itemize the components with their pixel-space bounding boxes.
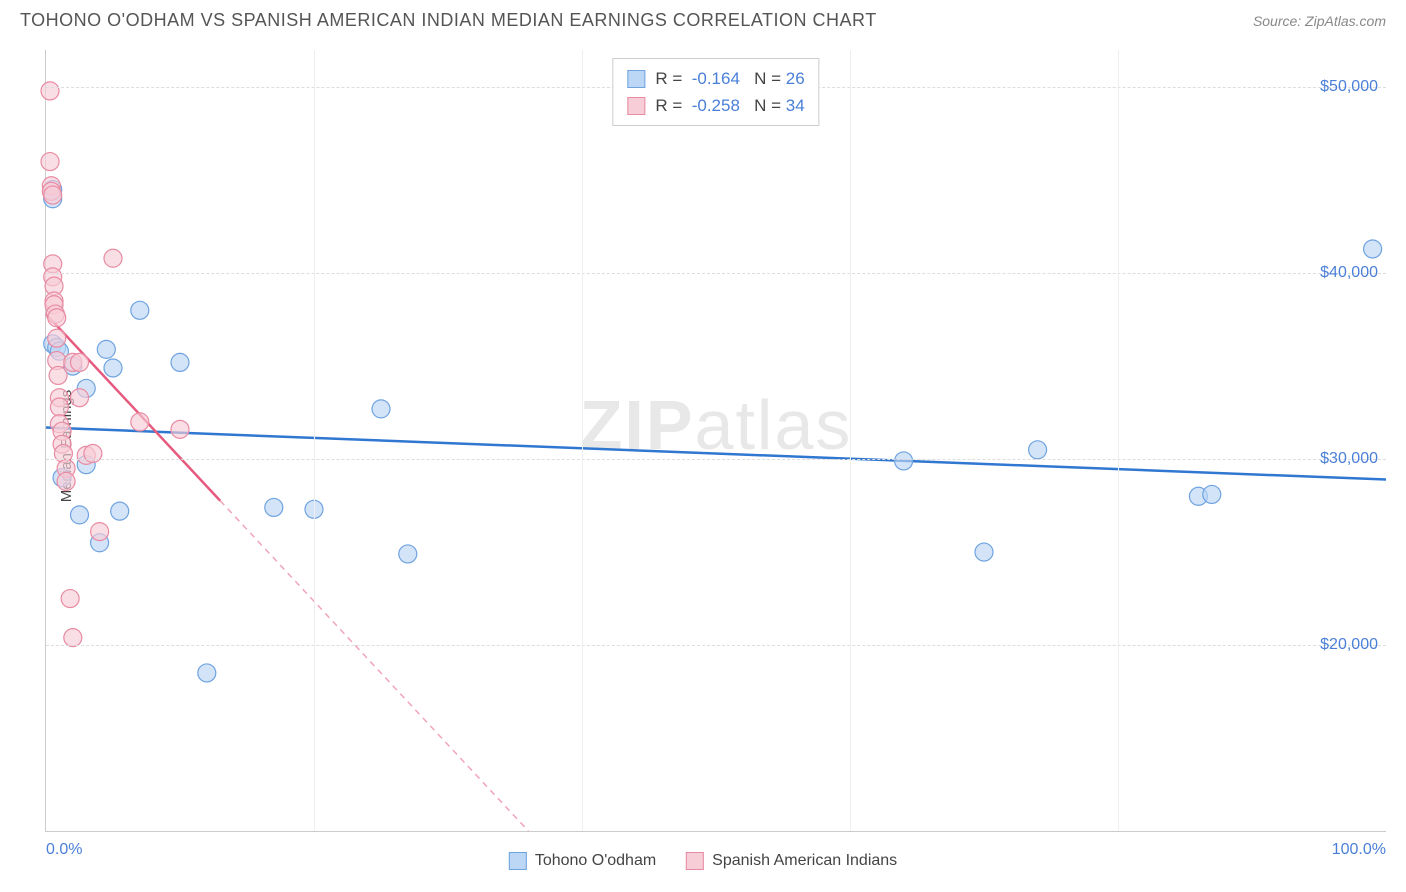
legend-swatch-tohono xyxy=(509,852,527,870)
gridline-v xyxy=(850,50,851,831)
legend-item-tohono: Tohono O'odham xyxy=(509,852,656,870)
data-point-spanish xyxy=(48,329,66,347)
scatter-chart: ZIPatlas R = -0.164 N = 26 R = -0.258 N … xyxy=(45,50,1386,832)
stats-row-tohono: R = -0.164 N = 26 xyxy=(627,65,804,92)
xtick-label: 0.0% xyxy=(46,841,82,859)
plot-svg xyxy=(46,50,1386,831)
data-point-tohono xyxy=(104,359,122,377)
data-point-tohono xyxy=(111,502,129,520)
xtick-label: 100.0% xyxy=(1332,841,1386,859)
stats-row-spanish: R = -0.258 N = 34 xyxy=(627,92,804,119)
data-point-spanish xyxy=(49,366,67,384)
swatch-spanish xyxy=(627,97,645,115)
gridline-v xyxy=(582,50,583,831)
data-point-tohono xyxy=(399,545,417,563)
data-point-spanish xyxy=(104,249,122,267)
legend-swatch-spanish xyxy=(686,852,704,870)
ytick-label: $50,000 xyxy=(1320,78,1378,96)
data-point-tohono xyxy=(372,400,390,418)
legend-label-tohono: Tohono O'odham xyxy=(535,852,656,870)
data-point-tohono xyxy=(198,664,216,682)
trend-line-tohono xyxy=(46,427,1386,479)
data-point-tohono xyxy=(71,506,89,524)
ytick-label: $30,000 xyxy=(1320,450,1378,468)
data-point-spanish xyxy=(71,389,89,407)
data-point-spanish xyxy=(171,420,189,438)
legend-item-spanish: Spanish American Indians xyxy=(686,852,897,870)
source-label: Source: ZipAtlas.com xyxy=(1253,13,1386,29)
data-point-tohono xyxy=(975,543,993,561)
gridline-v xyxy=(1118,50,1119,831)
gridline-h xyxy=(46,459,1386,460)
data-point-spanish xyxy=(41,82,59,100)
ytick-label: $20,000 xyxy=(1320,636,1378,654)
bottom-legend: Tohono O'odham Spanish American Indians xyxy=(509,852,897,870)
data-point-spanish xyxy=(91,523,109,541)
data-point-spanish xyxy=(41,153,59,171)
swatch-tohono xyxy=(627,70,645,88)
data-point-tohono xyxy=(265,498,283,516)
data-point-tohono xyxy=(171,353,189,371)
data-point-spanish xyxy=(50,398,68,416)
data-point-spanish xyxy=(61,590,79,608)
gridline-h xyxy=(46,645,1386,646)
gridline-h xyxy=(46,273,1386,274)
stats-legend-box: R = -0.164 N = 26 R = -0.258 N = 34 xyxy=(612,58,819,126)
data-point-tohono xyxy=(1203,485,1221,503)
data-point-spanish xyxy=(48,309,66,327)
trend-line-dashed-spanish xyxy=(220,501,528,831)
data-point-spanish xyxy=(71,353,89,371)
data-point-tohono xyxy=(1364,240,1382,258)
data-point-tohono xyxy=(1029,441,1047,459)
page-title: TOHONO O'ODHAM VS SPANISH AMERICAN INDIA… xyxy=(20,10,877,31)
data-point-tohono xyxy=(131,301,149,319)
gridline-v xyxy=(314,50,315,831)
data-point-spanish xyxy=(64,629,82,647)
legend-label-spanish: Spanish American Indians xyxy=(712,852,897,870)
data-point-spanish xyxy=(131,413,149,431)
data-point-tohono xyxy=(895,452,913,470)
data-point-spanish xyxy=(57,472,75,490)
data-point-tohono xyxy=(97,340,115,358)
data-point-spanish xyxy=(44,186,62,204)
ytick-label: $40,000 xyxy=(1320,264,1378,282)
